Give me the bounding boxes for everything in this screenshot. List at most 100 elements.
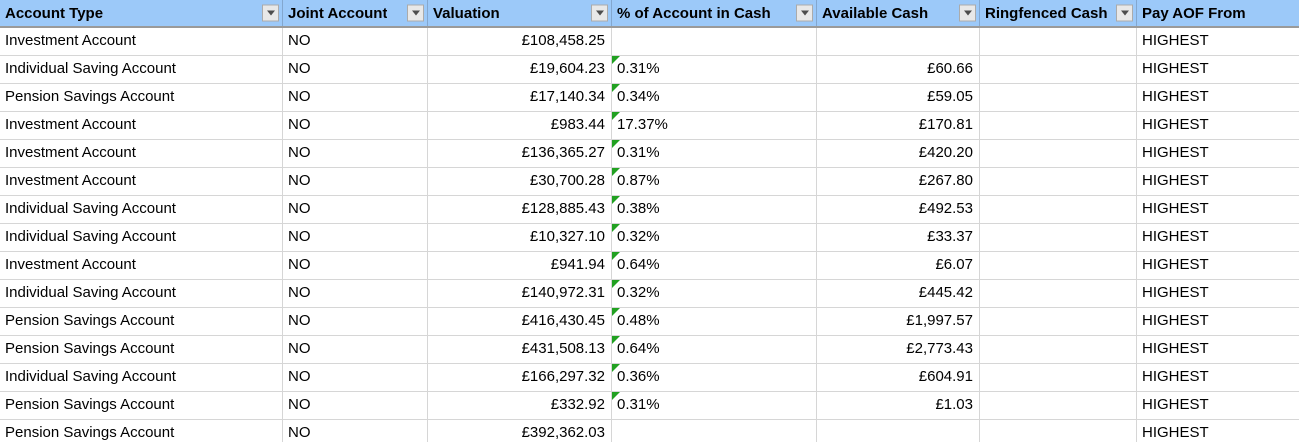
cell-available-cash[interactable]: £492.53 xyxy=(817,196,980,224)
cell-ringfenced-cash[interactable] xyxy=(980,56,1137,84)
cell-valuation[interactable]: £30,700.28 xyxy=(428,168,612,196)
cell-joint-account[interactable]: NO xyxy=(283,420,428,442)
cell-pay-aof-from[interactable]: HIGHEST xyxy=(1137,252,1299,280)
cell-ringfenced-cash[interactable] xyxy=(980,112,1137,140)
cell-account-type[interactable]: Individual Saving Account xyxy=(0,56,283,84)
cell-pct-of-account-in-cash[interactable]: 0.38% xyxy=(612,196,817,224)
column-header-joint-account[interactable]: Joint Account xyxy=(283,0,428,26)
cell-ringfenced-cash[interactable] xyxy=(980,392,1137,420)
cell-ringfenced-cash[interactable] xyxy=(980,252,1137,280)
cell-available-cash[interactable]: £445.42 xyxy=(817,280,980,308)
cell-available-cash[interactable]: £170.81 xyxy=(817,112,980,140)
cell-joint-account[interactable]: NO xyxy=(283,392,428,420)
cell-account-type[interactable]: Investment Account xyxy=(0,252,283,280)
cell-valuation[interactable]: £332.92 xyxy=(428,392,612,420)
cell-ringfenced-cash[interactable] xyxy=(980,224,1137,252)
cell-pct-of-account-in-cash[interactable]: 0.32% xyxy=(612,224,817,252)
cell-joint-account[interactable]: NO xyxy=(283,112,428,140)
cell-valuation[interactable]: £128,885.43 xyxy=(428,196,612,224)
cell-pay-aof-from[interactable]: HIGHEST xyxy=(1137,28,1299,56)
cell-account-type[interactable]: Individual Saving Account xyxy=(0,364,283,392)
cell-ringfenced-cash[interactable] xyxy=(980,308,1137,336)
cell-joint-account[interactable]: NO xyxy=(283,84,428,112)
cell-valuation[interactable]: £108,458.25 xyxy=(428,28,612,56)
cell-available-cash[interactable]: £33.37 xyxy=(817,224,980,252)
filter-dropdown-button[interactable] xyxy=(407,4,424,22)
cell-pct-of-account-in-cash[interactable]: 0.32% xyxy=(612,280,817,308)
cell-pct-of-account-in-cash[interactable] xyxy=(612,28,817,56)
cell-available-cash[interactable]: £420.20 xyxy=(817,140,980,168)
cell-ringfenced-cash[interactable] xyxy=(980,28,1137,56)
cell-valuation[interactable]: £17,140.34 xyxy=(428,84,612,112)
cell-pay-aof-from[interactable]: HIGHEST xyxy=(1137,84,1299,112)
cell-pct-of-account-in-cash[interactable] xyxy=(612,420,817,442)
column-header-available-cash[interactable]: Available Cash xyxy=(817,0,980,26)
cell-joint-account[interactable]: NO xyxy=(283,196,428,224)
cell-valuation[interactable]: £136,365.27 xyxy=(428,140,612,168)
cell-valuation[interactable]: £431,508.13 xyxy=(428,336,612,364)
cell-pct-of-account-in-cash[interactable]: 0.31% xyxy=(612,140,817,168)
cell-valuation[interactable]: £983.44 xyxy=(428,112,612,140)
cell-joint-account[interactable]: NO xyxy=(283,280,428,308)
cell-pay-aof-from[interactable]: HIGHEST xyxy=(1137,112,1299,140)
cell-joint-account[interactable]: NO xyxy=(283,28,428,56)
cell-pay-aof-from[interactable]: HIGHEST xyxy=(1137,56,1299,84)
filter-dropdown-button[interactable] xyxy=(959,4,976,22)
cell-available-cash[interactable]: £59.05 xyxy=(817,84,980,112)
cell-pay-aof-from[interactable]: HIGHEST xyxy=(1137,224,1299,252)
column-header-ringfenced-cash[interactable]: Ringfenced Cash xyxy=(980,0,1137,26)
cell-pay-aof-from[interactable]: HIGHEST xyxy=(1137,336,1299,364)
cell-joint-account[interactable]: NO xyxy=(283,336,428,364)
cell-valuation[interactable]: £416,430.45 xyxy=(428,308,612,336)
cell-pct-of-account-in-cash[interactable]: 0.36% xyxy=(612,364,817,392)
cell-joint-account[interactable]: NO xyxy=(283,224,428,252)
cell-available-cash[interactable]: £1,997.57 xyxy=(817,308,980,336)
cell-pay-aof-from[interactable]: HIGHEST xyxy=(1137,196,1299,224)
cell-pct-of-account-in-cash[interactable]: 0.87% xyxy=(612,168,817,196)
filter-dropdown-button[interactable] xyxy=(591,4,608,22)
cell-available-cash[interactable]: £60.66 xyxy=(817,56,980,84)
cell-valuation[interactable]: £19,604.23 xyxy=(428,56,612,84)
cell-ringfenced-cash[interactable] xyxy=(980,420,1137,442)
cell-ringfenced-cash[interactable] xyxy=(980,364,1137,392)
cell-valuation[interactable]: £941.94 xyxy=(428,252,612,280)
cell-ringfenced-cash[interactable] xyxy=(980,168,1137,196)
cell-pay-aof-from[interactable]: HIGHEST xyxy=(1137,392,1299,420)
cell-account-type[interactable]: Individual Saving Account xyxy=(0,280,283,308)
cell-account-type[interactable]: Pension Savings Account xyxy=(0,392,283,420)
cell-account-type[interactable]: Pension Savings Account xyxy=(0,420,283,442)
cell-account-type[interactable]: Investment Account xyxy=(0,140,283,168)
cell-pct-of-account-in-cash[interactable]: 0.48% xyxy=(612,308,817,336)
cell-account-type[interactable]: Investment Account xyxy=(0,112,283,140)
cell-available-cash[interactable]: £6.07 xyxy=(817,252,980,280)
cell-valuation[interactable]: £140,972.31 xyxy=(428,280,612,308)
cell-available-cash[interactable]: £2,773.43 xyxy=(817,336,980,364)
column-header-pay-aof-from[interactable]: Pay AOF From xyxy=(1137,0,1299,26)
cell-valuation[interactable]: £166,297.32 xyxy=(428,364,612,392)
cell-account-type[interactable]: Individual Saving Account xyxy=(0,196,283,224)
cell-pct-of-account-in-cash[interactable]: 17.37% xyxy=(612,112,817,140)
cell-ringfenced-cash[interactable] xyxy=(980,196,1137,224)
cell-pay-aof-from[interactable]: HIGHEST xyxy=(1137,280,1299,308)
cell-pct-of-account-in-cash[interactable]: 0.31% xyxy=(612,392,817,420)
cell-account-type[interactable]: Pension Savings Account xyxy=(0,84,283,112)
cell-pay-aof-from[interactable]: HIGHEST xyxy=(1137,364,1299,392)
cell-ringfenced-cash[interactable] xyxy=(980,336,1137,364)
cell-valuation[interactable]: £392,362.03 xyxy=(428,420,612,442)
cell-ringfenced-cash[interactable] xyxy=(980,84,1137,112)
cell-joint-account[interactable]: NO xyxy=(283,140,428,168)
cell-pct-of-account-in-cash[interactable]: 0.64% xyxy=(612,252,817,280)
cell-available-cash[interactable] xyxy=(817,28,980,56)
cell-available-cash[interactable]: £1.03 xyxy=(817,392,980,420)
cell-available-cash[interactable] xyxy=(817,420,980,442)
cell-pay-aof-from[interactable]: HIGHEST xyxy=(1137,308,1299,336)
cell-ringfenced-cash[interactable] xyxy=(980,140,1137,168)
cell-account-type[interactable]: Individual Saving Account xyxy=(0,224,283,252)
filter-dropdown-button[interactable] xyxy=(1116,4,1133,22)
cell-account-type[interactable]: Investment Account xyxy=(0,168,283,196)
cell-available-cash[interactable]: £604.91 xyxy=(817,364,980,392)
cell-ringfenced-cash[interactable] xyxy=(980,280,1137,308)
cell-joint-account[interactable]: NO xyxy=(283,308,428,336)
column-header-valuation[interactable]: Valuation xyxy=(428,0,612,26)
cell-joint-account[interactable]: NO xyxy=(283,168,428,196)
